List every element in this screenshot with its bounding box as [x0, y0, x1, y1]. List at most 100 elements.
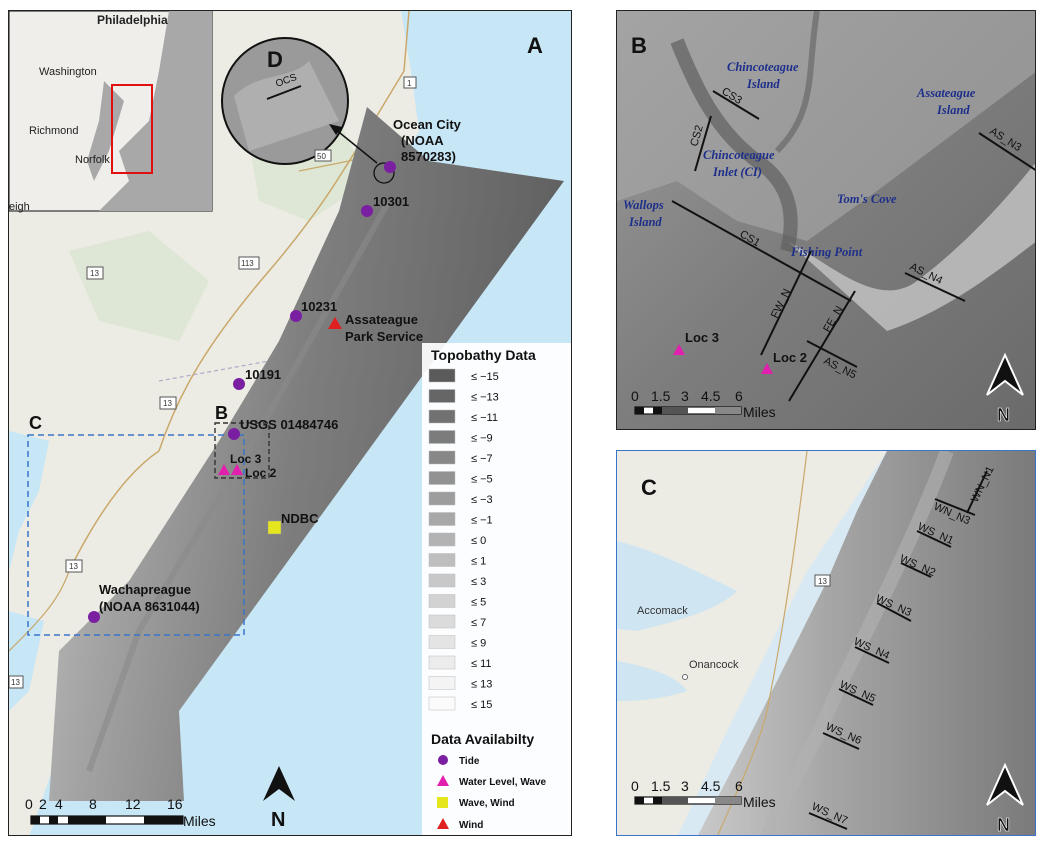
inset-ocean: [99, 11, 212, 211]
road-shield: 13: [9, 675, 24, 689]
road: [9, 570, 70, 652]
mainland: [617, 451, 887, 835]
loc3-marker[interactable]: [673, 344, 685, 355]
legend-class-label: ≤ 7: [471, 617, 486, 629]
svg-text:N: N: [997, 815, 1010, 835]
legend-wavewind-symbol: [437, 797, 448, 808]
svg-text:Miles: Miles: [743, 404, 776, 420]
scale-bar: 0 2 4 8 12 16 Miles: [25, 796, 216, 829]
panel-c-map: 13 Accomack Onancock WN_N1 WN_N3 WS_N1 W…: [616, 450, 1036, 836]
inset-city: Norfolk: [75, 154, 110, 166]
svg-text:6: 6: [735, 388, 743, 404]
extent-box-c: [27, 434, 245, 636]
svg-text:16: 16: [167, 796, 183, 812]
transect-lines: [671, 90, 1035, 402]
loc3-marker[interactable]: [218, 464, 230, 475]
tide-station-wachapreague[interactable]: [88, 611, 100, 623]
road-shield: 13: [159, 396, 177, 410]
place-label: Island: [746, 77, 780, 91]
svg-text:4.5: 4.5: [701, 778, 721, 794]
north-arrow: N: [986, 762, 1024, 835]
legend-class-label: ≤ −5: [471, 474, 493, 486]
tide-station-ocean-city[interactable]: [384, 161, 396, 173]
inset-city: eigh: [9, 201, 30, 213]
legend-avail-label: Tide: [459, 756, 480, 767]
loc2-marker[interactable]: [761, 363, 773, 374]
svg-text:13: 13: [163, 399, 172, 408]
legend-swatch: [428, 635, 456, 649]
svg-text:1.5: 1.5: [651, 778, 671, 794]
legend-swatch: [428, 491, 456, 506]
legend-swatch: [428, 614, 456, 629]
inset-extent-box: [111, 84, 153, 174]
scale-bar: 0 1.5 3 4.5 6 Miles: [631, 778, 776, 810]
road-shield: 13: [65, 559, 83, 573]
inlet-channel: [670, 38, 798, 253]
legend-swatch: [428, 430, 456, 444]
svg-text:13: 13: [11, 678, 20, 687]
road-shield: 1: [403, 76, 417, 89]
svg-text:13: 13: [69, 562, 78, 571]
tide-station-10231[interactable]: [290, 310, 302, 322]
legend-swatch: [428, 696, 456, 711]
creek: [617, 661, 687, 701]
legend-avail-label: Wave, Wind: [459, 798, 515, 809]
station-label: (NOAA 8631044): [99, 599, 200, 614]
svg-text:N: N: [271, 809, 285, 831]
loc-label: Loc 2: [773, 350, 807, 365]
inset-city: Philadelphia: [97, 13, 168, 27]
legend-class-label: ≤ −11: [471, 412, 498, 424]
road-shield: 13: [814, 574, 831, 587]
extent-box-b: [214, 422, 270, 479]
legend-class-label: ≤ 3: [471, 576, 486, 588]
legend-waterlevel-symbol: [437, 775, 449, 786]
legend-tide-symbol: [438, 755, 448, 765]
place-label: Island: [936, 103, 970, 117]
station-label: Assateague: [345, 312, 418, 327]
legend-wind-symbol: [437, 818, 449, 829]
place-label: Chincoteague: [727, 60, 799, 74]
town-label: Accomack: [637, 605, 688, 617]
legend-swatch: [428, 655, 456, 670]
legend-class-label: ≤ 15: [471, 699, 492, 711]
place-label: Inlet (CI): [712, 165, 762, 179]
extent-box-b-label: B: [215, 403, 228, 423]
topobathy-strip: [49, 107, 564, 801]
tide-station-10301[interactable]: [361, 205, 373, 217]
svg-text:N: N: [997, 405, 1010, 425]
legend-class-label: ≤ 9: [471, 638, 486, 650]
town-dot: [682, 674, 688, 680]
station-label: Ocean City: [393, 117, 462, 132]
transect-label: CS2: [688, 124, 705, 148]
road-shield: 50: [314, 149, 332, 162]
station-label: 10301: [373, 194, 409, 209]
upland: [617, 11, 1035, 241]
svg-text:2: 2: [39, 796, 47, 812]
panel-b-map: Chincoteague Island Assateague Island Ch…: [616, 10, 1036, 430]
svg-text:Miles: Miles: [743, 794, 776, 810]
svg-text:3: 3: [681, 388, 689, 404]
svg-text:Miles: Miles: [183, 813, 216, 829]
station-label: 10191: [245, 367, 281, 382]
barrier-ridge: [760, 451, 954, 835]
panel-letter: B: [631, 33, 647, 58]
wind-station-assateague[interactable]: [328, 317, 342, 329]
legend-classes: ≤ −15 ≤ −13 ≤ −11 ≤ −9 ≤ −7 ≤ −5 ≤ −3 ≤ −1 ≤ 0 ≤ …: [428, 368, 499, 711]
ndbc-marker[interactable]: [267, 520, 282, 535]
panel-c-svg: 13 Accomack Onancock WN_N1 WN_N3 WS_N1 W…: [617, 451, 1035, 835]
panel-b-svg: Chincoteague Island Assateague Island Ch…: [617, 11, 1035, 429]
legend-swatch: [428, 450, 456, 465]
ocean-city-circle: [373, 162, 395, 184]
svg-text:6: 6: [735, 778, 743, 794]
panel-a-map: Philadelphia Washington Richmond Norfolk…: [8, 10, 572, 836]
loc2-marker[interactable]: [231, 464, 243, 475]
tide-station-usgs[interactable]: [228, 428, 240, 440]
station-label: 8570283): [401, 149, 456, 164]
tide-station-10191[interactable]: [233, 378, 245, 390]
svg-text:1: 1: [407, 79, 412, 88]
scale-bar: 0 1.5 3 4.5 6 Miles: [631, 388, 776, 420]
channel: [774, 11, 820, 154]
detail-shore: [234, 61, 339, 151]
svg-text:12: 12: [125, 796, 141, 812]
fishing-point-spit: [787, 163, 1035, 331]
